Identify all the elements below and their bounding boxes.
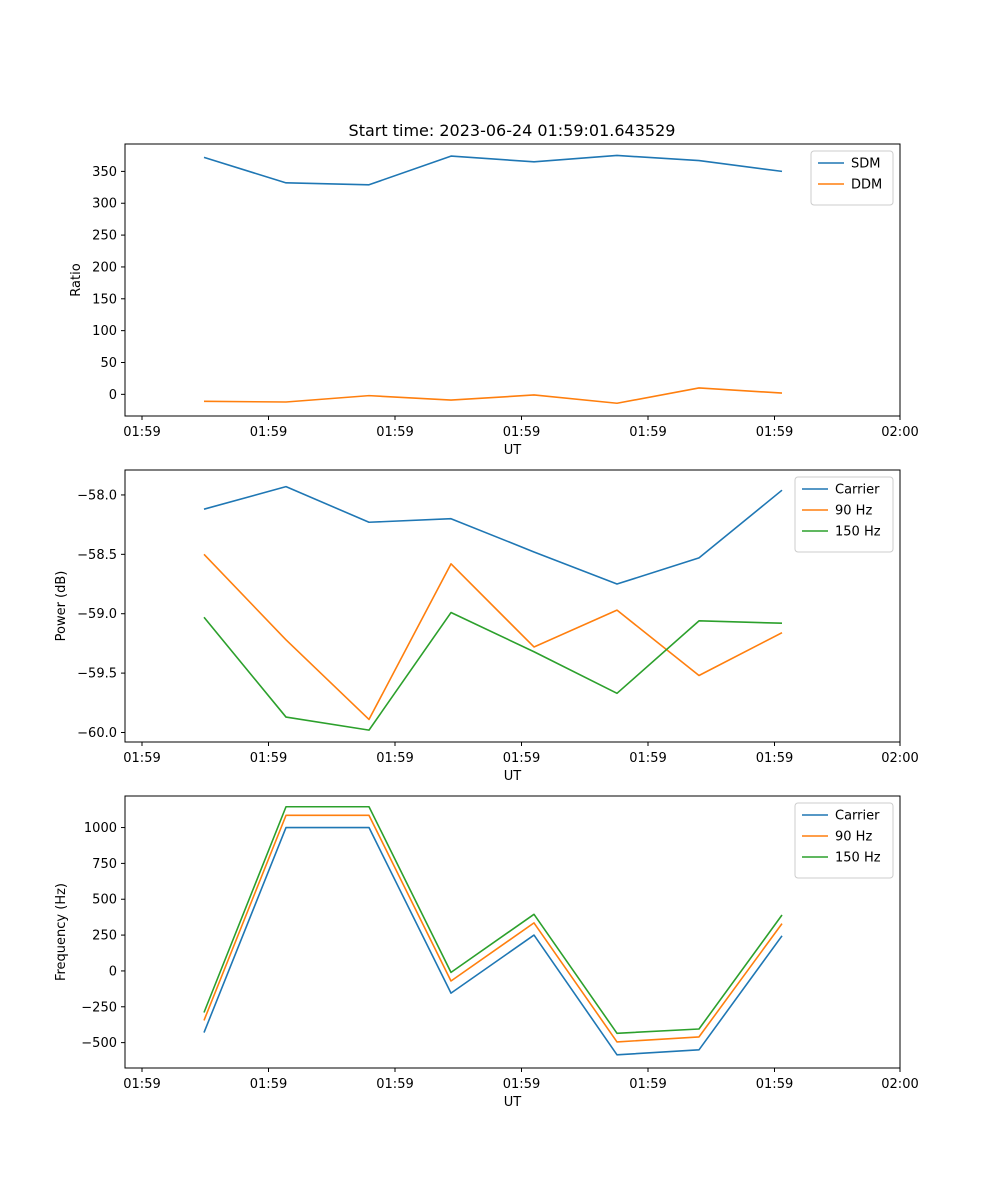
legend-box (794, 802, 894, 879)
plot-frame (124, 143, 901, 417)
series-line-sdm (203, 154, 783, 186)
y-tick-label: 0 (109, 388, 117, 403)
x-tick-label: 01:59 (123, 751, 160, 766)
x-tick-label: 01:59 (503, 425, 540, 440)
y-tick-label: −59.5 (77, 667, 117, 682)
y-tick-label: 100 (92, 324, 117, 339)
legend: Carrier 90 Hz 150 Hz (794, 476, 894, 553)
x-tick-label: 01:59 (376, 425, 413, 440)
series-line-90-hz (203, 553, 783, 721)
x-axis-label: UT (504, 769, 522, 784)
y-tick-label: 250 (92, 229, 117, 244)
y-tick-label: 350 (92, 165, 117, 180)
chart-panel-3: −500 −250 0 250 500 750 1000 01:59 01:59 01:59 01:… (54, 795, 919, 1110)
series-line-carrier (203, 826, 783, 1056)
y-tick-label: 300 (92, 197, 117, 212)
chart-panel-1: 0 50 100 150 200 250 300 350 01:59 01:59 01:59 01:5… (69, 143, 919, 458)
x-tick-label: 01:59 (756, 1077, 793, 1092)
x-tick-label: 02:00 (881, 1077, 918, 1092)
y-tick-label: 250 (92, 929, 117, 944)
y-axis-label: Frequency (Hz) (54, 883, 69, 981)
x-tick-label: 01:59 (376, 1077, 413, 1092)
legend-label: 90 Hz (835, 830, 872, 845)
x-tick-label: 01:59 (123, 1077, 160, 1092)
x-tick-label: 02:00 (881, 425, 918, 440)
chart-title: Start time: 2023-06-24 01:59:01.643529 (349, 121, 676, 140)
legend: Carrier 90 Hz 150 Hz (794, 802, 894, 879)
y-tick-label: −58.0 (77, 488, 117, 503)
x-tick-label: 01:59 (629, 751, 666, 766)
legend-label: 150 Hz (835, 525, 881, 540)
x-tick-label: 01:59 (629, 1077, 666, 1092)
y-tick-label: −59.0 (77, 607, 117, 622)
series-line-90-hz (203, 814, 783, 1043)
y-tick-label: 500 (92, 893, 117, 908)
chart-panels: 0 50 100 150 200 250 300 350 01:59 01:59 01:59 01:5… (54, 143, 919, 1110)
series-line-150-hz (203, 805, 783, 1035)
x-tick-label: 01:59 (503, 751, 540, 766)
x-tick-label: 01:59 (250, 751, 287, 766)
plot-frame (124, 469, 901, 743)
legend: SDM DDM (810, 150, 894, 206)
y-tick-label: −250 (81, 1000, 117, 1015)
x-axis-label: UT (504, 1095, 522, 1110)
y-tick-label: −58.5 (77, 548, 117, 563)
chart-panel-2: −60.0 −59.5 −59.0 −58.5 −58.0 01:59 01:59 01:59… (54, 469, 919, 784)
plot-frame (124, 795, 901, 1069)
x-tick-label: 01:59 (629, 425, 666, 440)
x-tick-label: 01:59 (250, 425, 287, 440)
legend-label: 90 Hz (835, 504, 872, 519)
x-axis-label: UT (504, 443, 522, 458)
legend-label: SDM (851, 157, 880, 172)
y-tick-label: 150 (92, 292, 117, 307)
y-tick-label: −60.0 (77, 726, 117, 741)
x-tick-label: 01:59 (503, 1077, 540, 1092)
series-line-150-hz (203, 611, 783, 731)
y-tick-label: 200 (92, 260, 117, 275)
x-tick-label: 01:59 (376, 751, 413, 766)
x-tick-label: 01:59 (756, 425, 793, 440)
legend-box (810, 150, 894, 206)
series-line-carrier (203, 485, 783, 585)
y-tick-label: 750 (92, 857, 117, 872)
y-tick-label: 0 (109, 964, 117, 979)
x-tick-label: 02:00 (881, 751, 918, 766)
series-line-ddm (203, 387, 783, 405)
legend-label: Carrier (835, 809, 880, 824)
x-tick-label: 01:59 (123, 425, 160, 440)
y-axis-label: Power (dB) (54, 571, 69, 642)
x-tick-label: 01:59 (250, 1077, 287, 1092)
y-tick-label: 50 (100, 356, 117, 371)
legend-label: DDM (851, 178, 882, 193)
legend-label: 150 Hz (835, 851, 881, 866)
y-tick-label: 1000 (84, 821, 117, 836)
legend-label: Carrier (835, 483, 880, 498)
y-axis-label: Ratio (69, 263, 84, 296)
legend-box (794, 476, 894, 553)
x-tick-label: 01:59 (756, 751, 793, 766)
y-tick-label: −500 (81, 1036, 117, 1051)
